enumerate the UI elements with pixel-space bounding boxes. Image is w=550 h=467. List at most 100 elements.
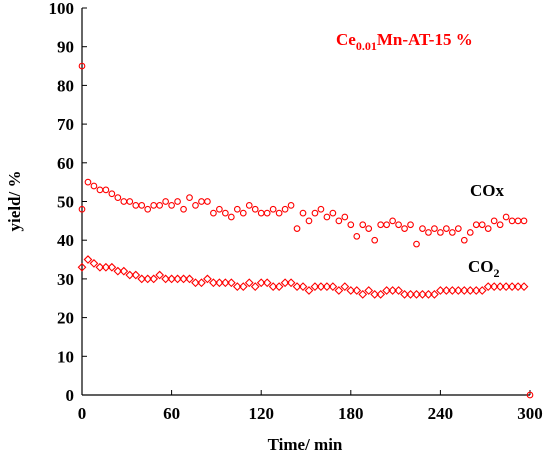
point — [364, 286, 374, 295]
point — [406, 290, 415, 299]
point — [507, 282, 517, 292]
series-label: COx — [470, 181, 505, 200]
y-tick-label: 20 — [57, 309, 74, 328]
point — [328, 282, 338, 292]
point — [304, 286, 314, 295]
point — [126, 198, 134, 205]
point — [513, 282, 523, 292]
point — [394, 286, 403, 295]
point — [287, 202, 295, 209]
point — [358, 290, 368, 299]
point — [232, 282, 242, 292]
annotation-subscript: 0.01 — [356, 39, 377, 53]
point — [334, 286, 344, 295]
point — [447, 286, 457, 295]
x-tick-label: 0 — [78, 404, 87, 423]
point — [244, 278, 254, 288]
point — [156, 202, 164, 209]
y-tick-label: 0 — [66, 386, 75, 405]
point — [502, 213, 510, 221]
point — [317, 205, 325, 213]
point — [131, 270, 141, 280]
point — [132, 202, 140, 209]
point — [204, 198, 211, 205]
point — [299, 209, 307, 217]
y-tick-label: 100 — [49, 0, 75, 18]
point — [490, 217, 498, 225]
y-tick-label: 30 — [57, 270, 74, 289]
point — [162, 198, 169, 205]
point — [220, 278, 230, 288]
point — [298, 282, 308, 292]
point — [293, 225, 301, 232]
series-label-text: COx — [470, 181, 505, 200]
point — [389, 217, 396, 225]
point — [419, 225, 426, 232]
point — [436, 286, 445, 295]
point — [77, 262, 87, 272]
point — [483, 282, 493, 292]
point — [149, 274, 159, 284]
point — [138, 202, 146, 209]
point — [347, 221, 355, 229]
point — [174, 198, 181, 205]
point — [89, 259, 99, 268]
point — [286, 278, 296, 288]
x-tick-label: 60 — [163, 404, 180, 423]
point — [198, 198, 205, 205]
x-tick-label: 300 — [517, 404, 543, 423]
point — [222, 209, 229, 217]
point — [191, 278, 200, 288]
point — [478, 221, 486, 229]
y-tick-label: 80 — [57, 76, 74, 95]
point — [413, 240, 420, 248]
annotation: Ce0.01Mn-AT-15 % — [336, 30, 473, 53]
point — [113, 266, 123, 276]
point — [227, 213, 235, 221]
point — [95, 262, 105, 272]
point — [78, 62, 86, 70]
point — [441, 286, 451, 295]
point — [412, 290, 421, 299]
series-label: CO2 — [468, 257, 500, 280]
point — [239, 209, 247, 217]
x-tick-label: 180 — [338, 404, 364, 423]
point — [305, 217, 313, 225]
point — [102, 186, 110, 194]
point — [144, 205, 152, 213]
point — [495, 282, 505, 292]
point — [376, 290, 386, 299]
y-tick-label: 40 — [57, 231, 74, 250]
point — [323, 213, 331, 221]
point — [310, 282, 320, 292]
point — [268, 282, 278, 292]
point — [365, 225, 373, 232]
point — [443, 225, 450, 232]
y-tick-label: 60 — [57, 154, 74, 173]
point — [430, 290, 439, 299]
point — [400, 290, 409, 299]
point — [382, 286, 392, 295]
point — [437, 229, 444, 236]
series-label-subscript: 2 — [494, 266, 500, 280]
point — [472, 221, 480, 229]
point — [526, 391, 534, 399]
point — [418, 290, 427, 299]
point — [466, 229, 474, 236]
point — [395, 221, 402, 229]
point — [477, 286, 487, 295]
point — [496, 221, 504, 229]
point — [471, 286, 481, 295]
point — [238, 282, 248, 292]
point — [280, 278, 290, 288]
annotation-text: Ce — [336, 30, 356, 49]
point — [143, 274, 153, 284]
point — [256, 278, 266, 288]
point — [155, 270, 165, 280]
point — [489, 282, 499, 292]
point — [371, 236, 379, 244]
point — [329, 209, 337, 217]
point — [197, 278, 206, 288]
point — [460, 236, 468, 244]
point — [226, 278, 236, 288]
